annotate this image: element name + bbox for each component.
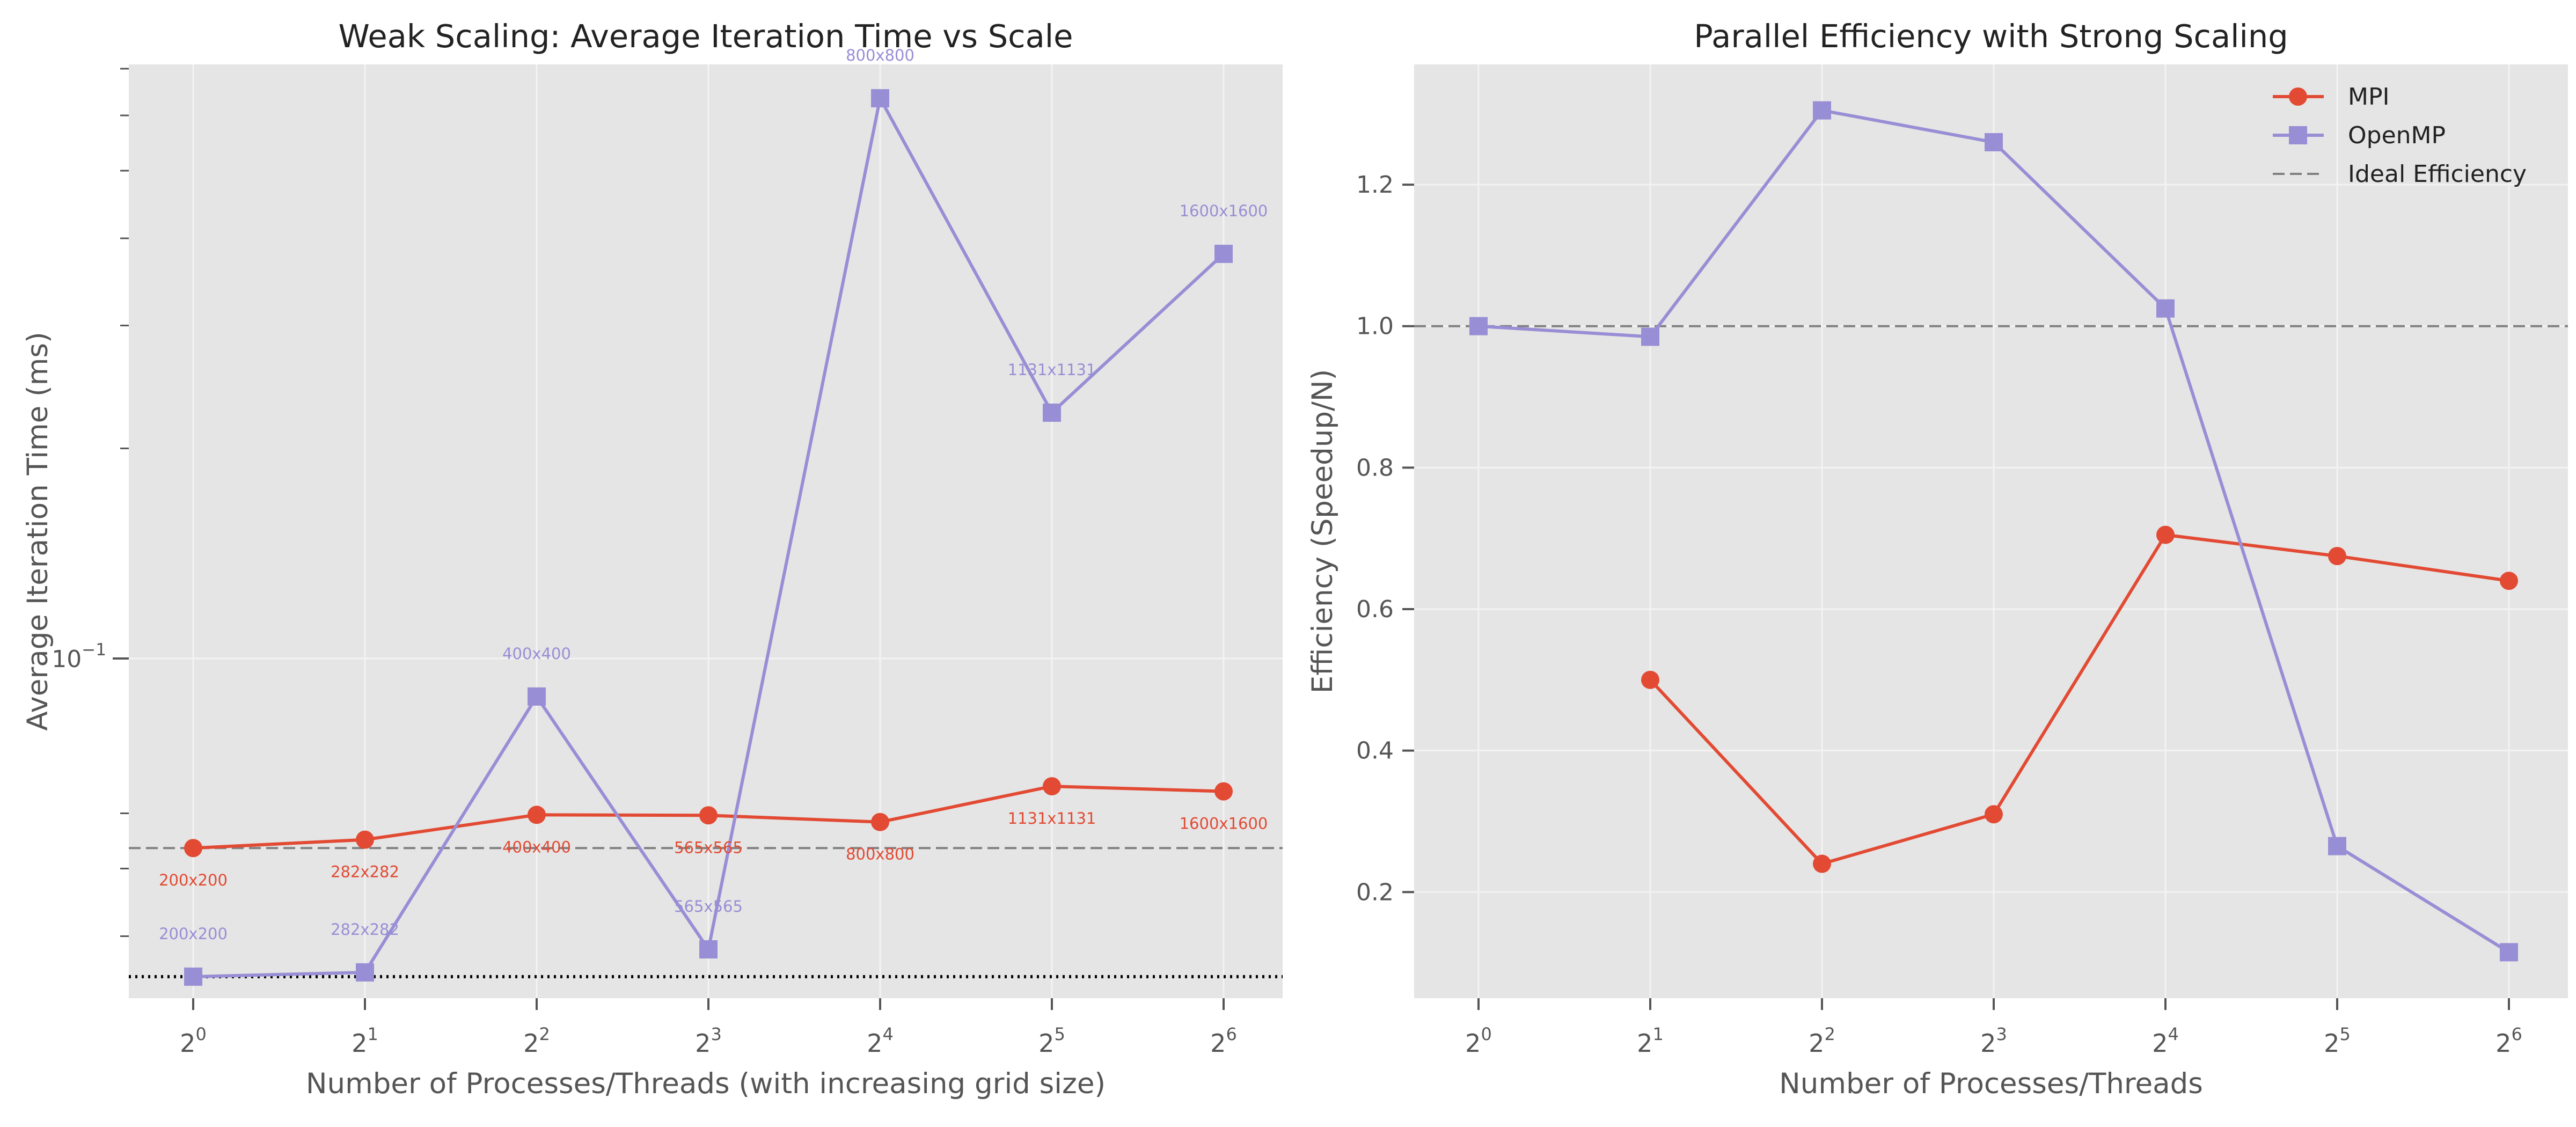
data-label: 282x282 xyxy=(331,863,399,881)
y-axis-label: Average Iteration Time (ms) xyxy=(21,332,54,730)
x-tick-label: 22 xyxy=(1809,1024,1835,1058)
data-point-mpi xyxy=(1641,670,1659,689)
data-point-openmp xyxy=(1214,245,1233,264)
legend-label: MPI xyxy=(2348,83,2389,111)
series-line-mpi xyxy=(1649,533,2509,866)
chart-title: Weak Scaling: Average Iteration Time vs … xyxy=(339,18,1073,55)
data-label: 1131x1131 xyxy=(1008,809,1096,828)
data-point-mpi xyxy=(1813,854,1831,873)
legend-label: OpenMP xyxy=(2348,122,2446,149)
data-label: 1131x1131 xyxy=(1008,361,1096,379)
x-tick-label: 25 xyxy=(2324,1024,2351,1058)
data-label: 282x282 xyxy=(331,920,399,939)
plot-area xyxy=(1414,64,2568,998)
data-point-mpi xyxy=(1214,782,1233,801)
x-axis-ticks: 20 21 22 23 24 25 26 xyxy=(180,998,1237,1058)
x-tick-label: 23 xyxy=(695,1024,722,1058)
data-point-openmp xyxy=(699,940,718,958)
x-tick-label: 24 xyxy=(2152,1024,2179,1058)
series-lines xyxy=(1469,101,2518,962)
y-tick-label: 0.4 xyxy=(1356,737,1394,765)
x-tick-label: 26 xyxy=(2496,1024,2522,1058)
data-label: 565x565 xyxy=(674,897,743,916)
grid xyxy=(1414,64,2568,998)
data-point-openmp xyxy=(2328,837,2346,855)
data-point-openmp xyxy=(2156,299,2175,318)
weak-scaling-chart: 200x200 282x282 400x400 565x565 800x800 1131x… xyxy=(21,18,1283,1100)
y-axis-ticks: 0.2 0.4 0.6 0.8 1.0 1.2 xyxy=(1356,171,1414,906)
y-tick-label: 0.6 xyxy=(1356,596,1394,623)
data-point-mpi xyxy=(699,806,718,825)
data-point-mpi xyxy=(528,806,546,824)
data-point-openmp xyxy=(528,687,546,706)
data-label: 400x400 xyxy=(502,645,571,663)
data-label: 800x800 xyxy=(846,845,914,863)
data-point-openmp xyxy=(1985,133,2003,151)
x-axis-label: Number of Processes/Threads (with increa… xyxy=(306,1067,1106,1100)
legend-label: Ideal Efficiency xyxy=(2348,160,2527,188)
x-tick-label: 21 xyxy=(352,1024,378,1058)
data-point-mpi xyxy=(2328,547,2346,566)
data-point-mpi xyxy=(2156,525,2175,544)
x-tick-label: 24 xyxy=(867,1024,894,1058)
plot-area xyxy=(129,64,1283,998)
y-axis-ticks: 10−1 xyxy=(52,68,129,937)
legend-marker xyxy=(2289,87,2307,106)
y-tick-label: 10−1 xyxy=(52,640,106,673)
y-axis-label: Efficiency (Speedup/N) xyxy=(1306,369,1339,693)
data-label: 800x800 xyxy=(846,46,914,64)
grid xyxy=(129,64,1283,998)
data-label: 1600x1600 xyxy=(1180,202,1268,220)
x-tick-label: 26 xyxy=(1210,1024,1237,1058)
x-tick-label: 20 xyxy=(1465,1024,1492,1058)
data-label: 565x565 xyxy=(674,838,743,857)
y-tick-label: 1.0 xyxy=(1356,313,1394,340)
x-tick-label: 25 xyxy=(1038,1024,1065,1058)
data-point-mpi xyxy=(1043,777,1061,796)
data-point-openmp xyxy=(1813,101,1831,120)
data-label: 1600x1600 xyxy=(1180,815,1268,833)
data-label: 200x200 xyxy=(159,871,228,889)
data-point-openmp xyxy=(1469,317,1488,335)
legend: MPI OpenMP Ideal Efficiency xyxy=(2273,83,2527,188)
y-tick-label: 0.8 xyxy=(1356,454,1394,481)
x-tick-label: 23 xyxy=(1980,1024,2007,1058)
x-axis-ticks: 20 21 22 23 24 25 26 xyxy=(1465,998,2522,1058)
data-point-openmp xyxy=(1641,327,1659,346)
legend-marker xyxy=(2289,126,2307,144)
x-tick-label: 21 xyxy=(1637,1024,1664,1058)
data-point-openmp xyxy=(2500,943,2518,962)
efficiency-chart: 20 21 22 23 24 25 26 0.2 0.4 0.6 0.8 1.0 1.2 MPI Ope… xyxy=(1306,18,2568,1100)
data-point-mpi xyxy=(871,813,889,831)
y-tick-label: 1.2 xyxy=(1356,171,1394,199)
data-label: 200x200 xyxy=(159,925,228,943)
data-point-openmp xyxy=(356,963,374,982)
data-point-openmp xyxy=(1043,404,1061,422)
data-point-mpi xyxy=(356,830,374,849)
data-point-mpi xyxy=(184,839,202,858)
data-point-openmp xyxy=(871,89,889,108)
series-lines xyxy=(184,89,1233,986)
data-label: 400x400 xyxy=(502,838,571,856)
point-labels: 200x200 282x282 400x400 565x565 800x800 1131x… xyxy=(159,46,1268,943)
chart-title: Parallel Efficiency with Strong Scaling xyxy=(1694,18,2288,55)
x-axis-label: Number of Processes/Threads xyxy=(1779,1067,2203,1100)
data-point-mpi xyxy=(2500,572,2518,590)
reference-lines xyxy=(129,847,1283,978)
y-tick-label: 0.2 xyxy=(1356,879,1394,906)
data-point-openmp xyxy=(184,967,202,986)
x-tick-label: 22 xyxy=(523,1024,550,1058)
x-tick-label: 20 xyxy=(180,1024,207,1058)
data-point-mpi xyxy=(1985,805,2003,824)
